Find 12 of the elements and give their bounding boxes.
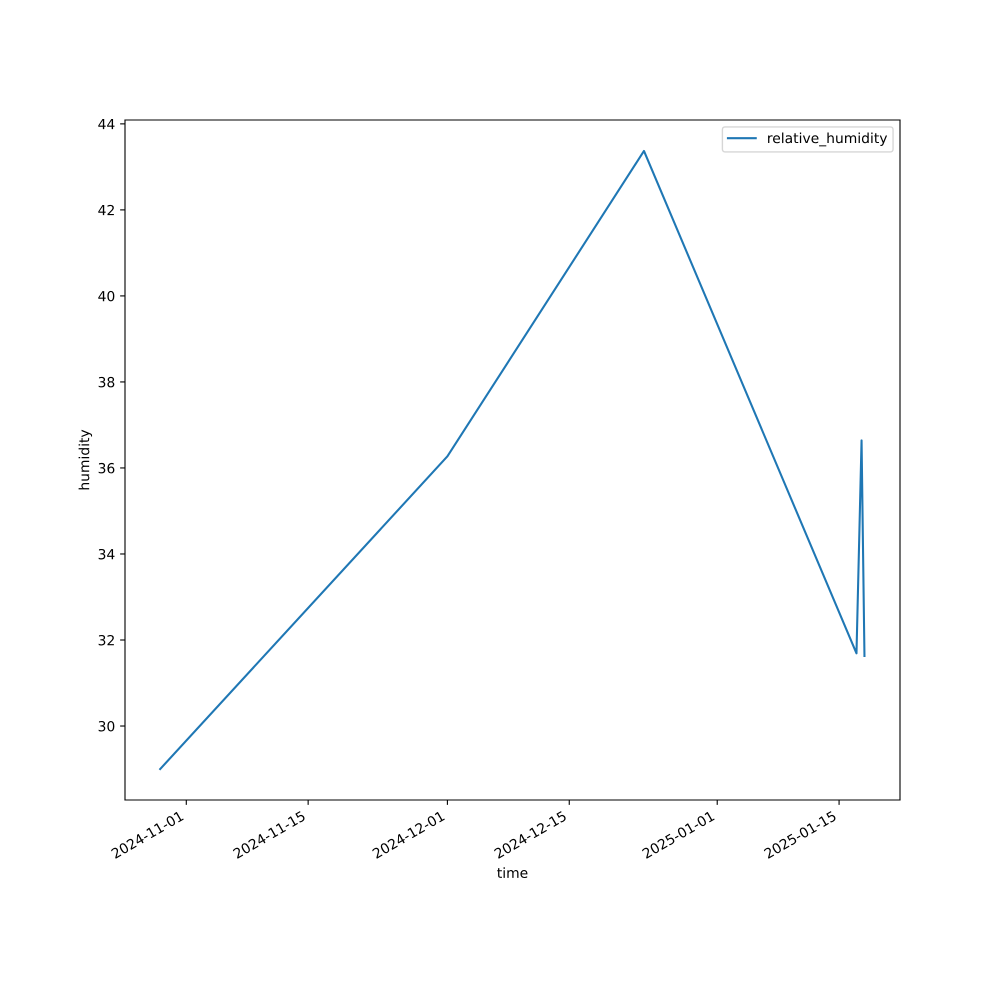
y-tick-label: 42 <box>98 204 114 216</box>
y-tick-label: 44 <box>98 119 114 130</box>
line-series <box>159 150 866 770</box>
y-tick-label: 32 <box>98 634 114 646</box>
y-tick-label: 34 <box>98 548 114 560</box>
y-tick-label: 38 <box>98 376 114 388</box>
y-axis-title: humidity <box>78 430 92 490</box>
legend-label: relative_humidity <box>768 132 888 146</box>
y-tick-label: 40 <box>98 290 114 302</box>
x-axis-title: time <box>497 867 528 878</box>
y-tick-label: 30 <box>98 720 114 732</box>
y-tick-label: 36 <box>98 462 114 474</box>
